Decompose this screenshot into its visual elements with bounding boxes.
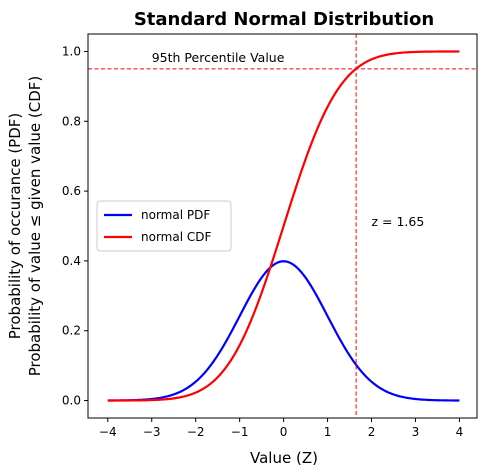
y-tick-label: 0.8	[62, 114, 81, 128]
annotation-2: z = 1.65	[372, 214, 425, 229]
plot-area: 95th Percentile Value z = 1.65 −4 −3 −2 −1 0 1 2…	[62, 33, 478, 439]
legend-label-pdf: normal PDF	[141, 208, 210, 222]
annotation-1: 95th Percentile Value	[152, 50, 285, 65]
x-tick-label: −1	[231, 425, 249, 439]
x-tick-label: 1	[324, 425, 332, 439]
y-tick-label: 0.2	[62, 324, 81, 338]
x-tick-label: 4	[456, 425, 464, 439]
y-tick-label: 0.6	[62, 184, 81, 198]
y-tick-label: 0.0	[62, 394, 81, 408]
y-axis-label-line-2: Probability of value ≤ given value (CDF)	[26, 76, 44, 377]
legend-box	[96, 200, 232, 252]
y-axis-label-line-1: Probability of occurance (PDF)	[6, 113, 24, 340]
x-tick-label: −2	[187, 425, 205, 439]
x-axis-label: Value (Z)	[250, 449, 318, 467]
axes-frame	[87, 33, 478, 419]
x-tick-label: −4	[99, 425, 117, 439]
x-tick-label: −3	[143, 425, 161, 439]
series-line-cdf	[107, 50, 460, 402]
legend-label-cdf: normal CDF	[141, 230, 211, 244]
x-tick-label: 2	[368, 425, 376, 439]
x-tick-label: 0	[280, 425, 288, 439]
y-axis-label: Probability of occurance (PDF) Probabili…	[6, 76, 44, 377]
y-tick-label: 1.0	[62, 44, 81, 58]
chart-title: Standard Normal Distribution	[134, 9, 434, 30]
x-tick-label: 3	[412, 425, 420, 439]
series-line-pdf	[107, 260, 460, 402]
y-tick-label: 0.4	[62, 254, 81, 268]
